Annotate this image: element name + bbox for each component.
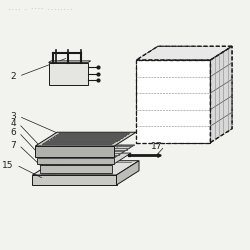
Polygon shape bbox=[48, 62, 88, 85]
Text: 7: 7 bbox=[11, 140, 16, 149]
Polygon shape bbox=[32, 161, 139, 175]
Polygon shape bbox=[54, 159, 74, 163]
Polygon shape bbox=[96, 151, 116, 154]
Text: 3: 3 bbox=[11, 112, 16, 121]
Polygon shape bbox=[35, 132, 136, 146]
Polygon shape bbox=[42, 133, 130, 144]
Polygon shape bbox=[92, 153, 112, 157]
Polygon shape bbox=[40, 153, 131, 165]
Polygon shape bbox=[37, 158, 114, 164]
Polygon shape bbox=[210, 46, 232, 142]
Text: 6: 6 bbox=[11, 128, 16, 137]
Text: .... . ---- ........: .... . ---- ........ bbox=[8, 6, 73, 11]
Polygon shape bbox=[48, 61, 91, 62]
Text: 17: 17 bbox=[151, 142, 162, 151]
Polygon shape bbox=[40, 165, 112, 173]
Polygon shape bbox=[136, 46, 232, 60]
Polygon shape bbox=[64, 153, 83, 157]
Polygon shape bbox=[83, 159, 103, 163]
Text: 4: 4 bbox=[11, 119, 16, 128]
Polygon shape bbox=[35, 146, 115, 157]
Polygon shape bbox=[37, 145, 134, 158]
Polygon shape bbox=[88, 156, 108, 160]
Polygon shape bbox=[32, 175, 116, 185]
Polygon shape bbox=[116, 161, 139, 185]
Polygon shape bbox=[59, 156, 79, 160]
Polygon shape bbox=[136, 60, 210, 142]
Text: 15: 15 bbox=[2, 160, 14, 170]
Text: 2: 2 bbox=[11, 72, 16, 81]
Polygon shape bbox=[67, 151, 87, 154]
